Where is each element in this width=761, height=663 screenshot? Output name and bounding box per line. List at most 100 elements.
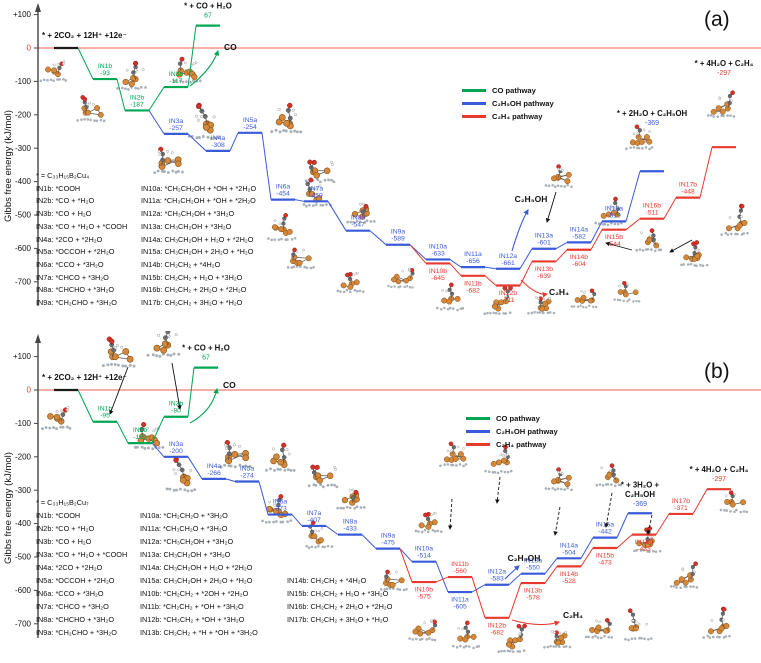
intermediate-definition: IN10a: *CH₂CH₂O + *3H₂O (140, 511, 228, 520)
pathway-connector (261, 132, 272, 200)
level-energy: -575 (417, 594, 431, 601)
level-energy: -93 (100, 70, 110, 77)
molecule-structure (146, 331, 181, 358)
level-energy: -589 (391, 236, 405, 243)
y-tick-label: -100 (15, 77, 32, 86)
level-name: IN10b (429, 268, 447, 275)
level-name: IN16b (643, 203, 661, 210)
level-name: IN13b (535, 266, 553, 273)
level-energy: -633 (431, 250, 445, 257)
level-name: IN14a (570, 226, 588, 233)
level-energy: -560 (453, 568, 467, 575)
level-name: IN11a (451, 597, 469, 604)
level-name: IN8a (351, 215, 366, 222)
pathway-connector (616, 513, 629, 538)
intermediate-definition: IN3b: *CO + H₂O (36, 537, 92, 546)
level-name: IN11b (451, 561, 469, 568)
level-energy: -407 (307, 517, 321, 524)
level-energy: -159 (133, 434, 147, 441)
y-axis: +100 0 -100 -200 -300 -400 -500 -600 -700 Gibbs f… (3, 3, 41, 306)
pathway-connector (484, 275, 497, 286)
intermediate-definition: IN15b: CH₂CH₂ + H₂O + *3H₂O (141, 272, 243, 282)
molecule-structure (720, 203, 749, 236)
pathway-connector (229, 132, 239, 152)
molecule-structure (307, 464, 339, 489)
legend-swatch-line (462, 102, 486, 105)
level-name: IN12b (488, 622, 506, 629)
molecule-structure (439, 441, 468, 468)
level-energy: -519 (607, 212, 621, 219)
y-tick-label: -700 (15, 619, 32, 628)
pathway-connector (116, 421, 129, 444)
intermediate-definition: IN7a: *CHCO + *3H₂O (36, 272, 109, 282)
final-state-energy: -369 (633, 501, 647, 508)
level-name: IN4a (211, 135, 226, 142)
level-name: IN1b (98, 406, 113, 413)
pathway-connector (151, 416, 165, 444)
intermediate-definition: IN14b: CH₂CH₂ + *4H₂O (287, 576, 367, 585)
level-energy: -448 (681, 189, 695, 196)
intermediate-definition: IN14a: CH₃CH₂OH + H₂O + *2H₂O (140, 563, 253, 572)
molecule-structure (613, 281, 641, 303)
molecule-structure (544, 467, 573, 492)
level-name: IN12b (499, 290, 517, 297)
pathway-connector (187, 133, 207, 152)
pathway-connector (369, 230, 387, 246)
pathway-connector (544, 566, 558, 584)
level-name: IN13b (524, 588, 542, 595)
level-name: IN3a (169, 118, 184, 125)
y-tick-label: -700 (15, 277, 32, 286)
legend-swatch-line (466, 417, 490, 420)
level-energy: -80 (171, 408, 181, 415)
pathway-connector (544, 558, 558, 575)
y-tick-label: -200 (15, 452, 32, 461)
catalyst-formula: * = C₃₃H₁₅B₂Cu₄ (36, 171, 90, 180)
level-energy: -547 (351, 222, 365, 229)
level-name: IN16b (635, 539, 653, 546)
y-tick-label: -100 (15, 419, 32, 428)
pathway-connector (508, 582, 522, 618)
level-energy: -601 (537, 240, 551, 247)
legend-label: C₂H₄ pathway (496, 440, 547, 449)
legend-label: CO pathway (492, 86, 536, 95)
intermediate-definition: IN9a: *CH₂CHO + *3H₂O (36, 298, 117, 307)
molecule-structure (595, 463, 623, 488)
molecule-structure (101, 336, 136, 368)
pathway-connector (590, 221, 603, 243)
molecule-structure (414, 511, 443, 534)
molecule-structure (484, 444, 513, 475)
pathway-c2h4 (409, 147, 713, 286)
pathway-connector (151, 442, 165, 458)
released-product-label: C₂H₄ (549, 287, 569, 297)
level-name: IN9a (381, 533, 396, 540)
level-name: IN15a (596, 522, 614, 529)
release-arrow-etoh (511, 209, 529, 252)
intermediate-definition: IN15a: CH₃CH₂OH + 2H₂O + *H₂O (141, 247, 254, 257)
pathway-connector (77, 47, 94, 80)
pathway-connector (580, 537, 594, 559)
molecule-structure (187, 102, 220, 140)
intermediate-definition: IN15a: CH₃CH₂OH + 2H₂O + *H₂O (140, 576, 253, 585)
intermediate-definition: IN5a: *OCCOH + *2H₂O (36, 247, 115, 257)
release-arrow-co (189, 387, 219, 424)
molecule-structure (544, 164, 573, 189)
level-name: IN12a (488, 569, 506, 576)
level-energy: -682 (490, 629, 504, 636)
intermediate-definition: IN10a: *CH₂CH₂OH + *OH + *2H₂O (141, 183, 257, 193)
legend-item-2: C₂H₄ pathway (466, 438, 558, 451)
pathway-connector (555, 249, 568, 262)
level-name: IN4a (207, 463, 222, 470)
final-state-label: * + CO + H₂O (184, 2, 232, 11)
pathway-connector (555, 241, 568, 250)
molecule-structure (305, 520, 334, 550)
final-state-label: * + 4H₂O + C₂H₄ (690, 465, 749, 474)
legend-label: C₂H₅OH pathway (496, 427, 558, 436)
level-energy: -504 (562, 549, 576, 556)
intermediate-definition: IN3b: *CO + H₂O (36, 209, 92, 219)
level-name: IN10a (429, 243, 447, 250)
level-name: IN10b (415, 587, 433, 594)
initial-state-label: * + 2CO₂ + 12H⁺ +12e⁻ (42, 31, 127, 40)
intermediate-definition: IN16b: CH₂CH₂ + 2H₂O + *2H₂O (141, 285, 247, 295)
molecule-structure (624, 608, 653, 642)
